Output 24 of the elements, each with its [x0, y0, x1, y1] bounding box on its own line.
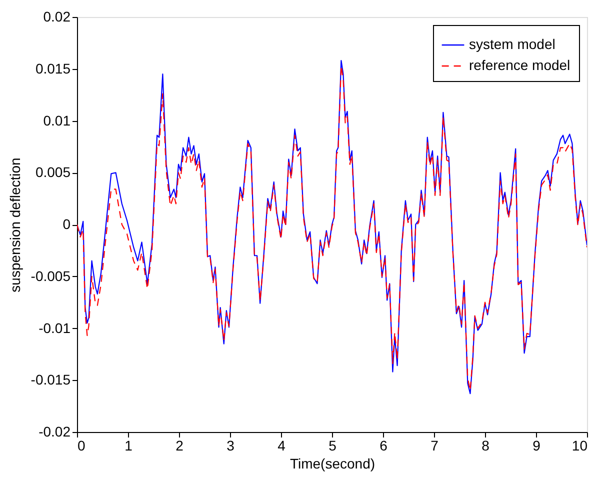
x-tick-label: 9 — [532, 438, 541, 454]
y-tick-label: 0 — [62, 216, 71, 232]
x-tick-label: 0 — [78, 438, 86, 454]
y-tick-label: 0.02 — [43, 8, 71, 24]
y-tick-label: -0.01 — [38, 320, 71, 336]
x-tick-label: 4 — [278, 438, 286, 454]
y-axis-title: suspension deflection — [6, 158, 23, 292]
x-tick-label: 10 — [572, 438, 588, 454]
x-tick-label: 1 — [124, 438, 133, 454]
x-tick-label: 3 — [226, 438, 235, 454]
x-tick-label: 5 — [328, 438, 337, 454]
y-tick-label: 0.015 — [35, 60, 71, 76]
x-axis-title: Time(second) — [290, 456, 376, 472]
y-tick-label: -0.005 — [30, 268, 71, 284]
y-tick-label: -0.015 — [30, 372, 71, 388]
y-tick-label: 0.005 — [35, 164, 71, 180]
y-tick-label: -0.02 — [38, 424, 71, 440]
legend-label: system model — [469, 36, 556, 52]
x-tick-label: 8 — [482, 438, 490, 454]
y-tick-label: 0.01 — [43, 112, 71, 128]
x-tick-label: 2 — [176, 438, 184, 454]
x-tick-label: 6 — [380, 438, 388, 454]
legend-label: reference model — [469, 57, 570, 73]
x-tick-label: 7 — [430, 438, 439, 454]
